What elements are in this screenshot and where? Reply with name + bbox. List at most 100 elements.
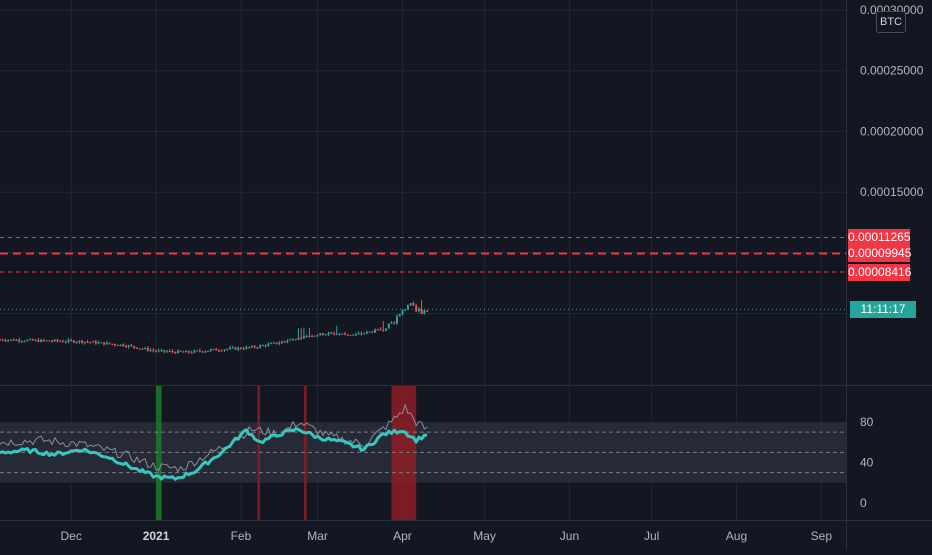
candle-body: [155, 350, 158, 352]
y-tick-label: 0.00025000: [860, 64, 924, 78]
candle-body: [409, 303, 412, 306]
candle-body: [333, 333, 336, 335]
candle-body: [324, 334, 327, 336]
candle-body: [56, 339, 59, 342]
candle-body: [365, 331, 368, 334]
candle-body: [385, 328, 388, 331]
candle-body: [182, 351, 185, 353]
candle-body: [360, 333, 363, 335]
candle-body: [387, 323, 390, 329]
candle-body: [64, 341, 67, 343]
candle-body: [423, 310, 426, 314]
candle-body: [152, 350, 155, 352]
candle-body: [379, 329, 382, 331]
candle-body: [289, 339, 292, 341]
candle-body: [108, 342, 111, 344]
candle-body: [242, 348, 245, 350]
candle-body: [226, 349, 229, 351]
candle-body: [390, 322, 393, 324]
candle-body: [51, 341, 54, 343]
x-tick-label: Feb: [231, 529, 252, 543]
candle-body: [198, 350, 201, 352]
candle-body: [215, 348, 218, 351]
x-tick-label: 2021: [143, 529, 170, 543]
level-price-tag: 0.00011265: [848, 229, 911, 247]
rsi-signal-bar: [391, 386, 417, 520]
candle-body: [209, 349, 212, 351]
candle-body: [116, 345, 119, 347]
level-price-tag: 0.00009945: [848, 245, 912, 263]
candle-body: [127, 345, 130, 347]
candle-body: [346, 334, 349, 336]
candle-body: [45, 340, 48, 342]
candle-body: [316, 335, 319, 337]
rsi-y-tick-label: 80: [860, 415, 874, 429]
y-tick-label: 0.00030000: [860, 3, 924, 17]
candle-body: [78, 340, 81, 343]
candle-body: [29, 339, 32, 341]
candle-body: [357, 333, 360, 335]
candle-body: [250, 346, 253, 348]
candle-body: [130, 345, 133, 347]
candle-body: [100, 342, 103, 344]
candle-body: [185, 351, 188, 353]
candle-body: [94, 341, 97, 344]
candle-body: [363, 333, 366, 335]
candle-body: [313, 335, 316, 337]
candle-body: [245, 347, 248, 349]
candle-body: [294, 339, 297, 341]
candle-body: [124, 346, 127, 348]
rsi-signal-bar: [257, 386, 261, 520]
candle-body: [196, 350, 199, 352]
rsi-signal-bar: [303, 386, 307, 520]
candle-body: [302, 335, 305, 339]
candle-body: [193, 350, 196, 353]
candle-body: [417, 308, 420, 312]
candle-body: [395, 316, 398, 324]
candle-body: [264, 345, 267, 347]
candle-body: [261, 345, 264, 347]
candle-body: [18, 339, 21, 342]
candle-body: [103, 342, 106, 345]
y-tick-label: 0.00015000: [860, 185, 924, 199]
candle-body: [270, 343, 273, 345]
rsi-signal-bar: [156, 386, 162, 520]
candle-body: [256, 347, 259, 349]
rsi-ma-line: [0, 404, 428, 473]
candle-body: [7, 340, 10, 342]
candle-body: [354, 334, 357, 336]
candle-body: [26, 339, 29, 342]
candle-body: [239, 347, 242, 349]
candle-body: [204, 351, 207, 353]
candle-body: [272, 342, 275, 344]
rsi-y-tick-label: 40: [860, 456, 874, 470]
candle-body: [9, 339, 12, 341]
candle-body: [300, 337, 303, 339]
candle-body: [15, 339, 18, 341]
candle-body: [327, 332, 330, 335]
candle-body: [349, 334, 352, 336]
x-tick-label: Apr: [393, 529, 412, 543]
candle-body: [343, 333, 346, 335]
candle-body: [283, 341, 286, 343]
candle-body: [371, 331, 374, 333]
candle-body: [149, 350, 152, 352]
candle-body: [144, 348, 147, 350]
candle-body: [97, 342, 100, 344]
rsi-y-tick-label: 0: [860, 496, 867, 510]
candle-body: [0, 339, 1, 341]
candle-body: [86, 341, 89, 343]
candle-body: [212, 348, 215, 350]
candle-body: [426, 310, 429, 312]
currency-badge[interactable]: BTC: [876, 11, 906, 33]
candle-body: [319, 333, 322, 336]
candle-body: [311, 336, 314, 338]
candle-body: [415, 305, 418, 312]
candle-body: [176, 350, 179, 354]
candle-body: [259, 345, 262, 348]
candle-body: [412, 303, 415, 306]
candle-body: [59, 341, 62, 343]
candle-body: [201, 351, 204, 353]
